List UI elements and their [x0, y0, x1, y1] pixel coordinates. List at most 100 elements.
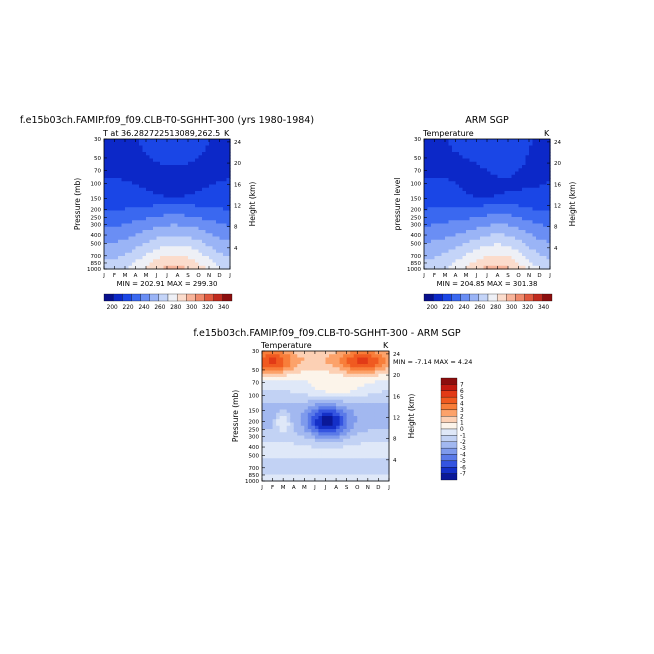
obs-field-cell	[536, 178, 541, 182]
diff-field-cell	[321, 451, 327, 456]
diff-field-cell	[265, 455, 270, 459]
diff-colorbar-swatch	[440, 390, 458, 398]
model-field-cell	[226, 148, 231, 153]
obs-field-cell	[522, 259, 527, 264]
diff-field-cell	[290, 422, 295, 427]
model-field-cell	[188, 204, 193, 208]
obs-field-cell	[448, 252, 453, 257]
model-field-cell	[167, 181, 172, 186]
model-field-cell	[149, 165, 154, 169]
diff-field-cell	[367, 403, 372, 407]
model-field-cell	[212, 174, 217, 179]
obs-field-cell	[515, 243, 520, 247]
diff-field-cell	[265, 435, 270, 440]
diff-field-cell	[332, 455, 337, 459]
obs-field-cell	[539, 145, 544, 150]
diff-field-cell	[276, 357, 281, 362]
diff-field-cell	[343, 403, 348, 407]
diff-field-cell	[367, 461, 372, 466]
diff-field-cell	[374, 461, 380, 466]
obs-field-cell	[476, 204, 481, 208]
obs-field-cell	[434, 246, 439, 251]
model-field-cell	[223, 256, 228, 260]
model-field	[104, 139, 231, 270]
diff-field-cell	[367, 425, 372, 430]
diff-field-cell	[332, 432, 337, 437]
diff-field-cell	[272, 383, 277, 388]
model-field-cell	[121, 178, 126, 182]
obs-field-cell	[476, 197, 481, 202]
diff-field-cell	[297, 435, 302, 440]
diff-field-cell	[353, 448, 358, 453]
model-field-cell	[118, 256, 123, 260]
diff-field-cell	[314, 435, 320, 440]
model-x-tick-label: D	[217, 273, 221, 279]
obs-field-cell	[539, 168, 544, 173]
diff-field-cell	[311, 468, 316, 472]
obs-field-cell	[487, 217, 492, 221]
diff-field-cell	[269, 438, 274, 443]
model-field-cell	[128, 256, 133, 260]
diff-field-cell	[332, 464, 337, 469]
obs-field-cell	[508, 168, 513, 173]
diff-field-cell	[314, 438, 320, 443]
diff-field-cell	[276, 455, 281, 459]
obs-field-cell	[532, 174, 537, 179]
diff-field-cell	[339, 367, 344, 372]
obs-field-cell	[455, 220, 460, 225]
model-field-cell	[188, 230, 193, 234]
model-field-cell	[104, 220, 109, 225]
obs-colorbar-swatch	[506, 293, 516, 302]
obs-field-cell	[497, 145, 502, 150]
model-field-cell	[128, 220, 133, 225]
model-field-cell	[181, 161, 186, 166]
obs-field-cell	[522, 246, 527, 251]
diff-field-cell	[374, 354, 380, 359]
diff-field-cell	[360, 409, 365, 414]
model-field-cell	[160, 171, 165, 176]
obs-field-cell	[543, 161, 548, 166]
obs-field-cell	[508, 155, 513, 160]
model-field-cell	[188, 168, 193, 173]
obs-field-cell	[438, 171, 443, 176]
model-field-cell	[132, 223, 137, 228]
model-field-cell	[163, 243, 168, 247]
model-field-cell	[114, 152, 119, 156]
model-field-cell	[118, 200, 123, 205]
obs-field-cell	[424, 165, 429, 169]
model-field-cell	[177, 158, 182, 163]
diff-field-cell	[378, 435, 383, 440]
model-field-cell	[121, 230, 126, 234]
model-field-cell	[156, 262, 161, 267]
obs-field-cell	[448, 207, 453, 212]
obs-field-cell	[522, 158, 527, 163]
model-field-cell	[174, 181, 179, 186]
obs-field-cell	[518, 174, 523, 179]
model-field-cell	[153, 262, 158, 267]
model-field-cell	[128, 230, 133, 234]
model-field-cell	[142, 256, 147, 260]
diff-field-cell	[346, 416, 351, 420]
diff-field-cell	[350, 416, 355, 420]
obs-field-cell	[515, 145, 520, 150]
diff-field-cell	[297, 412, 302, 417]
obs-field-cell	[438, 204, 443, 208]
obs-field-cell	[483, 213, 488, 218]
obs-field-cell	[473, 148, 478, 153]
diff-field-cell	[385, 425, 390, 430]
obs-field-cell	[525, 259, 530, 264]
model-field-cell	[104, 213, 109, 218]
diff-field-cell	[357, 380, 362, 385]
diff-field-cell	[307, 445, 312, 450]
model-field-cell	[202, 243, 207, 247]
obs-field-cell	[441, 178, 446, 182]
model-field-cell	[121, 213, 126, 218]
obs-field-cell	[448, 204, 453, 208]
obs-field-cell	[459, 230, 464, 234]
diff-field-cell	[265, 377, 270, 381]
model-field-cell	[212, 236, 217, 241]
diff-field-cell	[283, 458, 288, 463]
obs-field-cell	[473, 233, 478, 238]
diff-field-cell	[283, 412, 288, 417]
diff-field-cell	[357, 367, 362, 372]
